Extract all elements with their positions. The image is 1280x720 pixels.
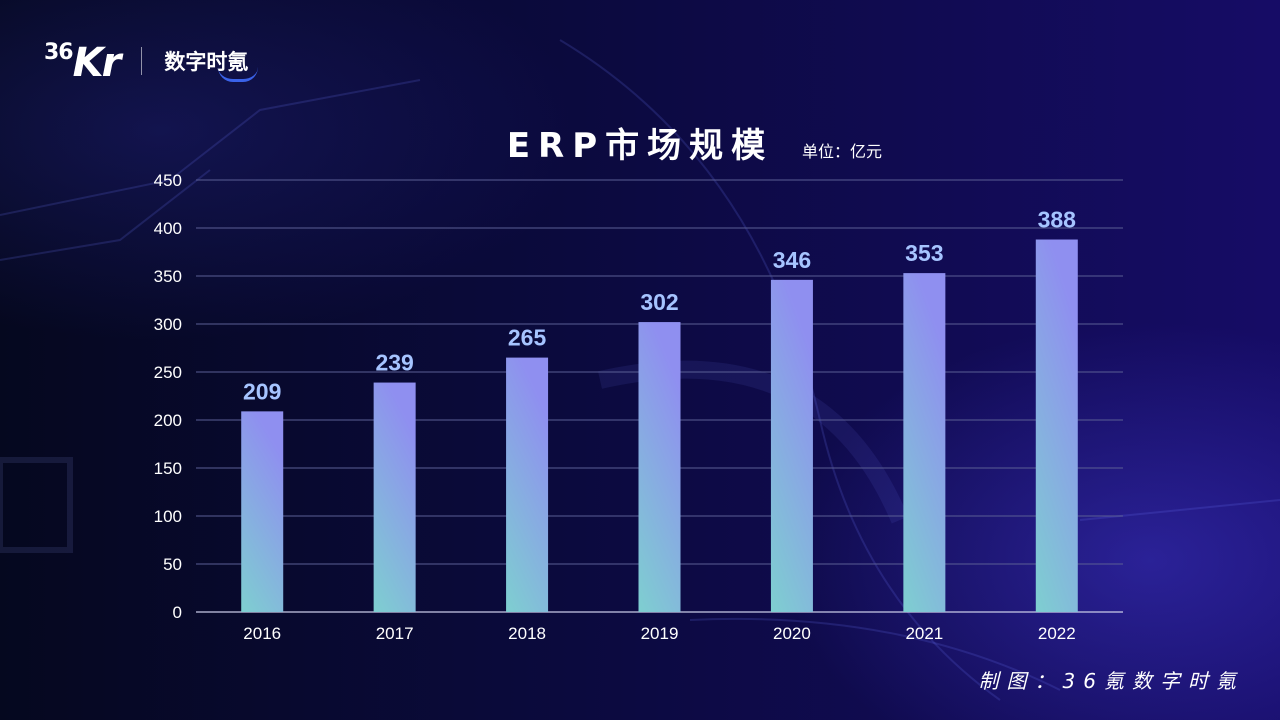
chart-title-wrap: ERP市场规模 bbox=[0, 118, 1280, 167]
data-label-2017: 239 bbox=[375, 350, 413, 376]
chart-title: ERP市场规模 bbox=[506, 126, 774, 166]
x-tick-label: 2020 bbox=[773, 624, 811, 643]
bar-2018 bbox=[506, 357, 549, 612]
bar-2017 bbox=[373, 382, 416, 612]
logo-36-text: 36 bbox=[44, 39, 74, 65]
y-tick-label: 450 bbox=[154, 171, 182, 190]
data-label-2018: 265 bbox=[508, 325, 547, 351]
logo-kr-text: Kr bbox=[72, 39, 122, 86]
y-tick-label: 150 bbox=[154, 459, 182, 478]
y-tick-label: 200 bbox=[154, 411, 182, 430]
y-tick-label: 0 bbox=[173, 603, 182, 622]
bar-2020 bbox=[770, 279, 813, 612]
chart-credit: 制图：36氪数字时氪 bbox=[978, 669, 1244, 693]
bars bbox=[241, 239, 1078, 612]
data-label-2020: 346 bbox=[773, 247, 811, 273]
y-tick-label: 300 bbox=[154, 315, 182, 334]
logo-swoosh-icon bbox=[218, 67, 259, 82]
y-tick-label: 400 bbox=[154, 219, 182, 238]
x-tick-label: 2017 bbox=[376, 624, 414, 643]
chart-unit: 单位：亿元 bbox=[802, 142, 883, 161]
x-tick-label: 2019 bbox=[641, 624, 679, 643]
bar-2021 bbox=[903, 273, 946, 612]
data-label-2016: 209 bbox=[243, 378, 281, 404]
y-tick-label: 100 bbox=[154, 507, 182, 526]
x-tick-label: 2016 bbox=[243, 624, 281, 643]
logo-divider bbox=[141, 47, 143, 75]
y-tick-label: 250 bbox=[154, 363, 182, 382]
logo-36kr: 36 Kr bbox=[44, 39, 122, 86]
x-tick-label: 2021 bbox=[905, 624, 943, 643]
bar-2022 bbox=[1035, 239, 1078, 612]
brand-logo: 36 Kr 数字时氪 bbox=[44, 34, 259, 88]
bar-2019 bbox=[638, 322, 681, 612]
y-tick-label: 50 bbox=[163, 555, 182, 574]
data-label-2022: 388 bbox=[1038, 207, 1077, 233]
data-label-2021: 353 bbox=[905, 240, 943, 266]
bar-2016 bbox=[241, 411, 284, 612]
y-tick-label: 350 bbox=[154, 267, 182, 286]
x-tick-label: 2022 bbox=[1038, 624, 1076, 643]
data-label-2019: 302 bbox=[640, 289, 678, 315]
data-labels: 209 239 265 302 346 353 388 bbox=[243, 207, 1076, 405]
logo-brand-text: 数字时氪 bbox=[164, 46, 259, 82]
x-tick-label: 2018 bbox=[508, 624, 546, 643]
axes: 0 50 100 150 200 250 300 350 400 450 2016 2017 2018 2… bbox=[154, 171, 1123, 643]
